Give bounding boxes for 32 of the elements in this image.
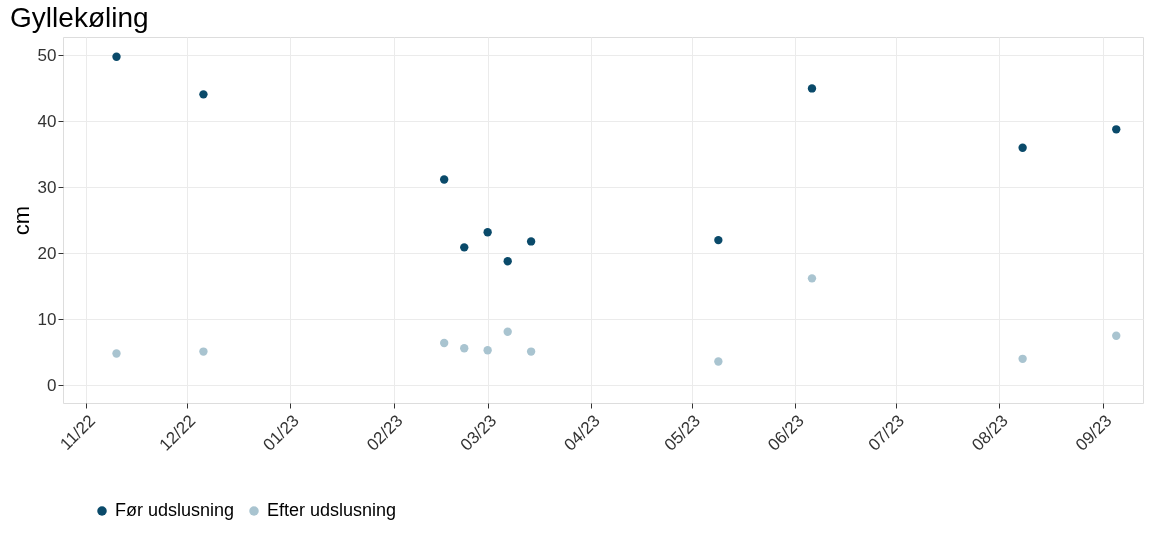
point bbox=[807, 84, 817, 93]
point bbox=[1018, 354, 1027, 363]
point bbox=[1112, 331, 1121, 340]
point bbox=[503, 327, 512, 336]
y-tick-label: 40 bbox=[37, 111, 57, 131]
y-tick-label: 0 bbox=[47, 375, 57, 395]
point bbox=[199, 90, 208, 99]
point bbox=[1112, 125, 1121, 134]
y-tick-label: 10 bbox=[37, 309, 57, 329]
point bbox=[460, 344, 469, 353]
point bbox=[714, 357, 723, 366]
point bbox=[439, 338, 449, 348]
point bbox=[439, 175, 449, 184]
point bbox=[526, 347, 536, 356]
legend-label: Før udslusning bbox=[115, 500, 235, 520]
point bbox=[199, 347, 208, 356]
point bbox=[483, 346, 492, 355]
y-tick-label: 20 bbox=[37, 243, 57, 263]
point bbox=[807, 274, 817, 283]
y-tick-label: 30 bbox=[37, 177, 57, 197]
y-axis-title: cm bbox=[8, 205, 34, 236]
point bbox=[526, 237, 536, 246]
point bbox=[112, 349, 121, 358]
point bbox=[460, 243, 469, 252]
legend-label: Efter udslusning bbox=[267, 500, 397, 520]
point bbox=[503, 257, 512, 266]
point bbox=[483, 228, 492, 237]
point bbox=[714, 235, 723, 245]
y-tick-label: 50 bbox=[37, 45, 57, 65]
chart-title: Gyllekøling bbox=[10, 2, 149, 33]
point bbox=[1018, 143, 1027, 152]
point bbox=[112, 52, 121, 61]
